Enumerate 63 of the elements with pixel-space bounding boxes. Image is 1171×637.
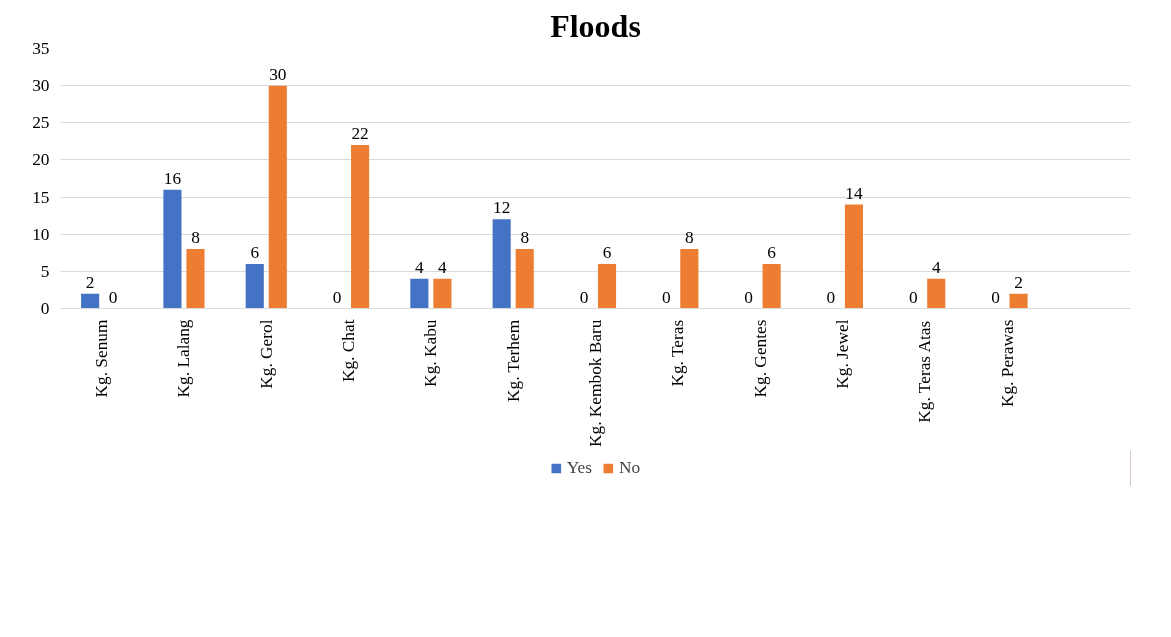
data-label: 0 [991,287,1000,307]
data-label: 0 [826,287,836,307]
x-tick-label: Kg. Kembok Baru [586,319,605,448]
bar [680,249,699,309]
y-tick-label: 30 [32,76,50,96]
bar [351,145,370,309]
data-label: 4 [931,257,941,277]
bar [410,278,429,309]
data-label: 0 [332,287,342,307]
y-tick-label: 20 [32,150,50,170]
x-tick-label: Kg. Gerol [256,319,276,389]
data-label: 14 [845,183,863,203]
bar [844,204,863,309]
x-tick-label: Kg. Gentes [750,319,770,398]
y-tick-label: 15 [32,187,50,207]
data-label: 8 [520,228,530,248]
bar [492,219,511,309]
data-label: 2 [1014,272,1023,292]
bar [186,249,205,309]
bar [762,263,781,309]
x-tick-label: Kg. Jewel [832,319,852,389]
bar [927,278,946,309]
legend-label: Yes [566,458,593,478]
data-label: 8 [685,228,694,248]
chart-title: Floods [550,7,641,44]
data-label: 8 [191,228,200,248]
legend-label: No [619,458,641,478]
data-label: 0 [108,287,118,307]
data-label: 6 [602,242,612,262]
x-tick-label: Kg. Teras Atas [915,320,935,423]
bar [433,278,452,309]
data-label: 16 [163,168,182,188]
bar [245,263,264,309]
y-tick-label: 35 [32,39,50,58]
data-label: 0 [744,287,753,307]
y-tick-label: 5 [40,261,50,281]
bar [81,293,100,309]
data-label: 2 [85,272,95,292]
x-tick-label: Kg. Terhem [503,319,523,403]
bar [163,189,182,309]
data-label: 6 [250,242,260,262]
y-tick-label: 25 [32,113,50,133]
data-label: 0 [908,287,918,307]
data-label: 22 [351,124,369,144]
x-tick-label: Kg. Teras [668,319,688,387]
x-tick-label: Kg. Lalang [174,319,194,398]
data-label: 12 [493,198,511,218]
bar [597,263,617,309]
bar [1009,293,1028,309]
data-label: 30 [269,64,287,84]
data-label: 4 [438,257,448,277]
x-tick-label: Kg. Perawas [997,319,1017,408]
y-tick-label: 10 [32,224,50,244]
data-label: 4 [415,257,425,277]
data-label: 0 [661,287,671,307]
data-label: 0 [579,287,589,307]
bar [515,249,534,309]
bar [268,85,287,309]
data-label: 6 [767,242,777,262]
x-tick-label: Kg. Chat [339,319,359,383]
x-tick-label: Kg. Senum [92,318,112,398]
y-tick-label: 0 [40,299,50,318]
x-tick-label: Kg. Kabu [421,319,441,387]
